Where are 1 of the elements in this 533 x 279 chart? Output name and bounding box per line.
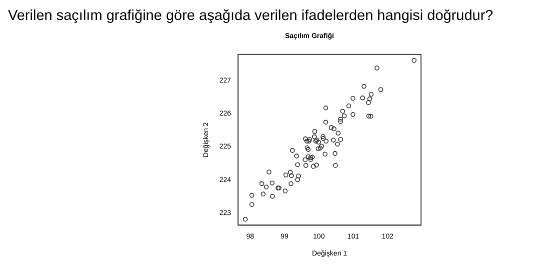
text: Verilen saçılım grafiğine göre aşağıda verilen ifadelerden hangisi doğrudur? xyxy=(8,8,494,24)
